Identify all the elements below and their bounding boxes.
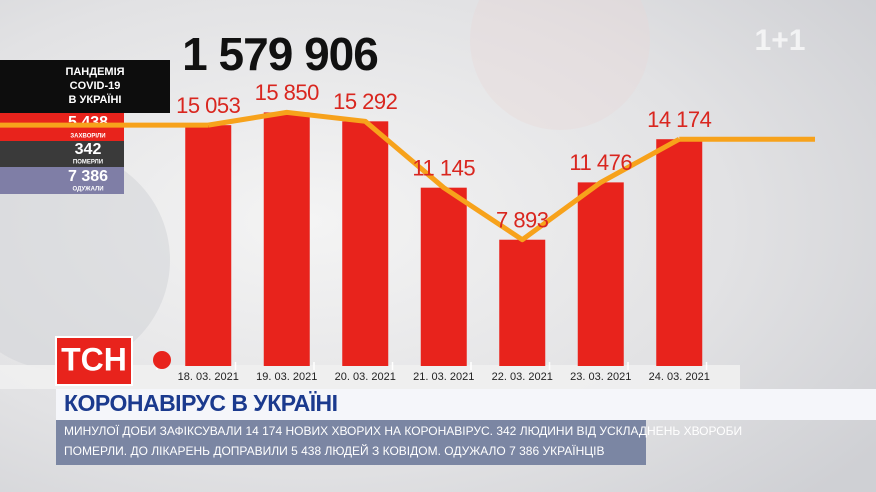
value-label: 15 850 — [255, 80, 320, 105]
panel-header-bg — [0, 60, 170, 113]
bar — [656, 139, 703, 366]
panel-label: ЗАХВОРІЛИ — [70, 134, 105, 140]
x-tick-label: 22. 03. 2021 — [492, 371, 553, 383]
trend-line — [207, 109, 681, 243]
value-label: 11 145 — [412, 155, 475, 180]
value-label: 15 053 — [176, 93, 241, 118]
bar — [263, 112, 310, 367]
bar — [420, 187, 467, 366]
x-tick-label: 19. 03. 2021 — [256, 371, 317, 383]
x-tick-label: 20. 03. 2021 — [335, 371, 396, 383]
panel-header: ПАНДЕМІЯ — [65, 66, 124, 78]
headline-bg — [56, 389, 876, 420]
x-tick-label: 24. 03. 2021 — [649, 371, 710, 383]
bar — [499, 239, 546, 366]
x-tick-label: 18. 03. 2021 — [178, 371, 239, 383]
brand-box — [55, 336, 133, 386]
bar — [185, 125, 232, 366]
ticker-line: МИНУЛОЇ ДОБИ ЗАФІКСУВАЛИ 14 174 НОВИХ ХВ… — [64, 424, 742, 438]
logo: 1+1 — [755, 24, 806, 57]
ticker-bg — [56, 420, 646, 465]
x-tick-label: 21. 03. 2021 — [413, 371, 474, 383]
panel-label: ОДУЖАЛИ — [72, 187, 103, 193]
value-label: 14 174 — [647, 107, 712, 132]
value-label: 11 476 — [569, 150, 632, 175]
bg-shape — [0, 150, 170, 370]
panel-value: 342 — [75, 141, 102, 158]
brand: ТСН — [61, 341, 127, 377]
panel-row-bg — [0, 141, 124, 167]
x-tick-label: 23. 03. 2021 — [570, 371, 631, 383]
bar — [577, 182, 624, 366]
bar — [342, 121, 389, 366]
panel-header: COVID-19 — [70, 80, 121, 92]
value-label: 7 893 — [496, 208, 549, 233]
value-label: 15 292 — [333, 89, 398, 114]
panel-value: 7 386 — [68, 168, 108, 185]
panel-label: ПОМЕРЛИ — [73, 160, 103, 166]
total: 1 579 906 — [182, 28, 378, 80]
bg-shape — [470, 0, 650, 130]
headline: КОРОНАВІРУС В УКРАЇНІ — [64, 390, 338, 416]
panel-header: В УКРАЇНІ — [69, 93, 122, 106]
virus-icon — [153, 351, 171, 369]
panel-row-bg — [0, 167, 124, 194]
chart: 15 053 18. 03. 2021 15 850 19. 03. 2021 15 2… — [0, 80, 815, 383]
ticker-line: ПОМЕРЛИ. ДО ЛІКАРЕНЬ ДОПРАВИЛИ 5 438 ЛЮД… — [64, 443, 605, 458]
